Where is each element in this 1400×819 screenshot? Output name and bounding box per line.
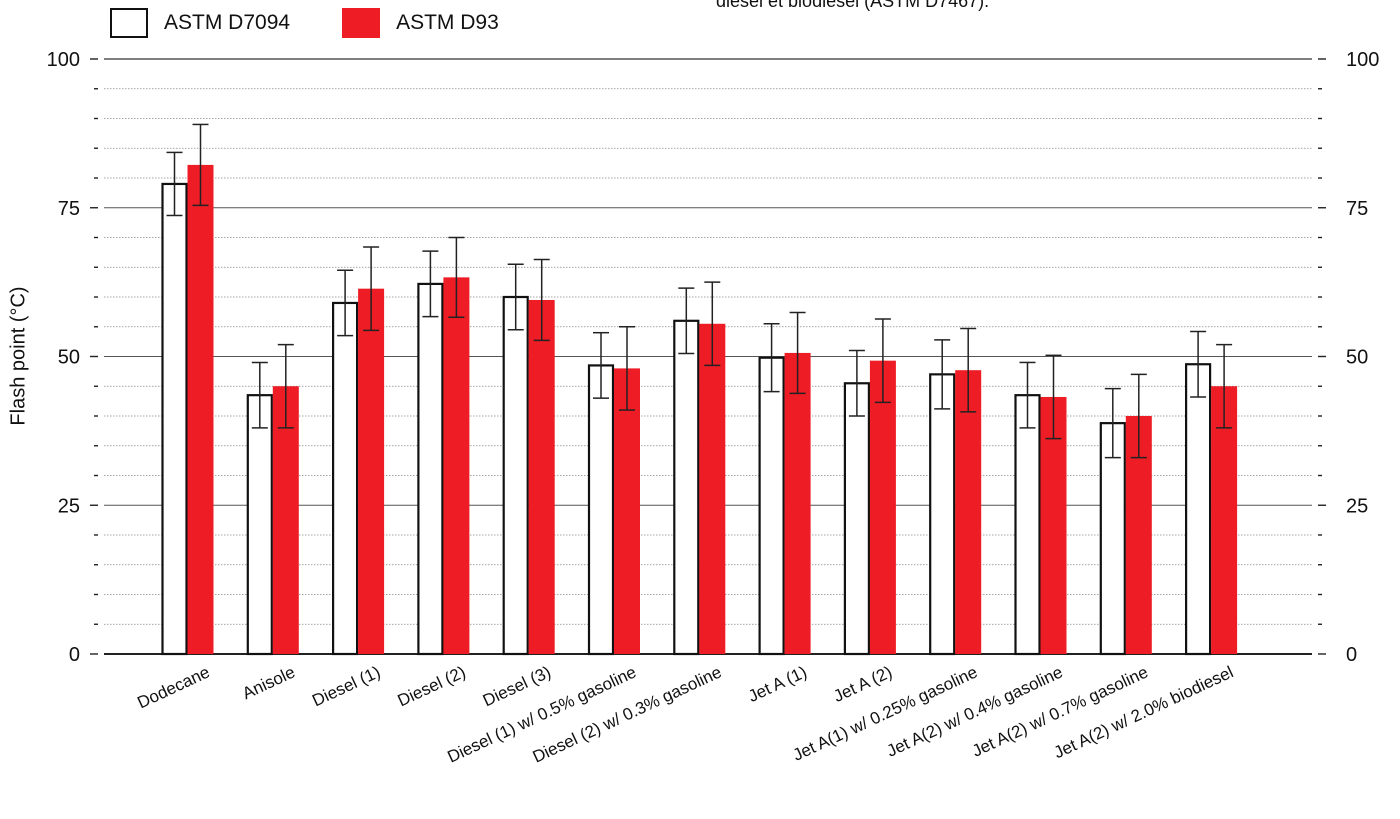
legend-item-d93: ASTM D93 [342,8,499,38]
legend-swatch-d93 [342,8,381,38]
bar-d93 [528,299,555,654]
y-tick-label-left: 50 [58,347,80,369]
y-tick-label-right: 75 [1346,198,1368,220]
bar-d7094 [929,373,956,656]
bar-d93 [1040,396,1067,654]
y-tick-label-right: 25 [1346,495,1368,517]
bar-d93 [784,352,811,654]
bar-d7094 [161,182,188,656]
bar-d93 [272,386,299,654]
x-category-label: Jet A (1) [745,662,810,706]
bar-d7094 [1099,422,1126,656]
y-tick-label-right: 100 [1346,49,1379,71]
legend-item-d7094: ASTM D7094 [110,8,290,38]
bar-d7094 [1014,394,1041,656]
bar-d7094 [502,295,529,656]
bar-d7094 [332,301,359,656]
bar-d93 [187,164,214,654]
bar-d93 [955,370,982,654]
legend-label-d7094: ASTM D7094 [164,11,291,34]
bar-d93 [1211,386,1238,654]
y-tick-label-left: 75 [58,198,80,220]
bar-d7094 [843,382,871,656]
legend: ASTM D7094 ASTM D93 [110,8,551,38]
bar-d7094 [587,364,615,656]
bar-d7094 [417,282,444,656]
bar-d93 [358,288,385,654]
y-tick-label-right: 50 [1346,347,1368,369]
caption-note-text: diesel et biodiesel (ASTM D7467). [716,0,990,11]
y-tick-label-right: 0 [1346,644,1357,666]
caption-note: diesel et biodiesel (ASTM D7467). [716,0,1136,24]
bar-d7094 [1184,363,1212,656]
bar-d7094 [246,394,273,656]
y-tick-label-left: 100 [47,49,80,71]
bar-d93 [443,277,470,654]
legend-swatch-d7094 [110,8,148,38]
y-tick-label-left: 25 [58,495,80,517]
bar-d7094 [673,319,700,656]
x-category-label: Anisole [239,662,298,703]
x-category-label: Diesel (1) [309,662,383,710]
x-category-label: Jet A (2) [831,662,896,706]
x-category-label: Dodecane [134,662,212,712]
x-category-label: Diesel (2) [395,662,469,710]
bar-d93 [869,360,896,654]
y-tick-label-left: 0 [69,644,80,666]
legend-label-d93: ASTM D93 [396,11,499,34]
bar-d93 [699,323,726,654]
bar-d7094 [758,356,785,656]
bar-d93 [614,368,640,654]
